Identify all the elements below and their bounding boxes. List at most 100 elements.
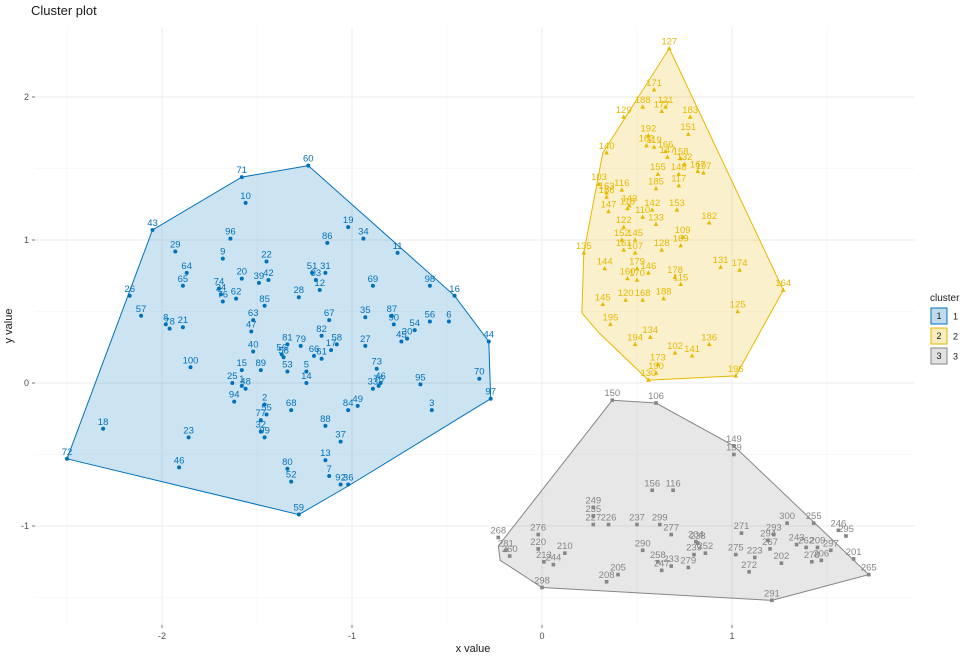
cluster-1-point-label: 62 — [231, 287, 242, 298]
cluster-2-point-label: 183 — [682, 105, 698, 116]
cluster-2-point-label: 186 — [599, 185, 615, 196]
cluster-1-point — [262, 435, 267, 440]
cluster-1-point — [427, 283, 432, 288]
cluster-1-point-label: 89 — [256, 358, 267, 369]
cluster-1-point-label: 46 — [375, 371, 386, 382]
cluster-1-point-label: 11 — [393, 241, 403, 252]
cluster-2-point — [632, 341, 638, 347]
cluster-3-point — [496, 535, 501, 540]
cluster-1-point — [188, 365, 193, 370]
cluster-1-point — [378, 381, 383, 385]
cluster-2-point — [737, 267, 742, 272]
cluster-3-point-label: 246 — [830, 518, 846, 529]
cluster-1-point — [220, 256, 225, 261]
cluster-1-point — [323, 423, 328, 428]
cluster-2-point-label: 109 — [675, 225, 691, 236]
cluster-1-point-label: 100 — [183, 355, 199, 366]
cluster-2-point — [602, 266, 607, 271]
cluster-2-point-label: 125 — [730, 300, 746, 311]
cluster-1-point — [243, 200, 248, 205]
cluster-1-point — [239, 368, 244, 373]
cluster-2-point — [781, 287, 786, 292]
cluster-1-point — [180, 283, 185, 288]
cluster-1-point-label: 55 — [261, 402, 272, 413]
cluster-3-point-label: 139 — [726, 443, 742, 454]
cluster-3-point-label: 206 — [813, 548, 829, 559]
cluster-1-hull — [66, 165, 492, 516]
cluster-2-point-label: 135 — [576, 241, 592, 252]
cluster-1-point-label: 43 — [147, 218, 158, 229]
cluster-1-point-label: 85 — [259, 294, 270, 305]
cluster-1-point-label: 66 — [309, 344, 320, 355]
cluster-3-point — [815, 545, 820, 550]
cluster-1-point-label: 68 — [286, 398, 297, 409]
cluster-1-point — [262, 402, 267, 407]
cluster-3-point-label: 294 — [760, 528, 776, 539]
cluster-2-point-label: 162 — [639, 134, 655, 145]
cluster-1-point — [346, 408, 351, 413]
cluster-1-point — [217, 286, 221, 291]
cluster-2-point-label: 133 — [648, 212, 664, 223]
cluster-1-point — [256, 280, 261, 285]
cluster-1-point — [127, 293, 132, 298]
cluster-2-point — [646, 270, 651, 275]
cluster-2-point — [663, 148, 668, 154]
cluster-1-point-label: 69 — [368, 274, 379, 285]
cluster-3-point — [604, 579, 609, 584]
cluster-2-point-label: 147 — [601, 199, 617, 210]
cluster-1-point-label: 14 — [301, 371, 312, 382]
cluster-1-point — [234, 296, 239, 301]
cluster-1-point-label: 5 — [304, 360, 309, 371]
cluster-3-point — [591, 514, 596, 518]
cluster-1-point — [228, 236, 233, 241]
cluster-2-point — [718, 264, 723, 269]
cluster-2-point-label: 169 — [673, 234, 689, 245]
cluster-1-point — [251, 349, 256, 354]
cluster-2-point — [653, 370, 659, 375]
cluster-2-point-label: 145 — [595, 292, 611, 303]
cluster-1-point-label: 84 — [343, 398, 354, 409]
cluster-1-point-label: 88 — [320, 414, 331, 425]
cluster-2-point — [581, 250, 587, 255]
legend: cluster 1 1 2 2 3 3 — [930, 293, 960, 365]
cluster-1-point-label: 48 — [240, 377, 251, 388]
cluster-1-point-label: 36 — [343, 473, 354, 484]
x-tick-label: 0 — [539, 631, 544, 641]
cluster-3-point — [650, 488, 654, 493]
cluster-1-point — [399, 339, 404, 344]
cluster-2-point-label: 116 — [614, 178, 629, 189]
cluster-2-point — [606, 208, 611, 214]
cluster-3-point-label: 243 — [789, 533, 805, 544]
cluster-2-point-label: 192 — [640, 124, 656, 135]
x-axis-title: x value — [456, 643, 491, 655]
cluster-3-point-label: 281 — [498, 538, 514, 549]
cluster-2-point — [689, 353, 695, 358]
cluster-1-point-label: 45 — [396, 330, 407, 341]
cluster-1-point — [370, 386, 375, 391]
cluster-2-point — [653, 221, 659, 226]
cluster-1-point-label: 22 — [261, 249, 272, 260]
cluster-2-point-label: 110 — [635, 205, 650, 216]
cluster-2-point — [596, 181, 602, 186]
cluster-2-point-label: 140 — [599, 141, 615, 152]
cluster-1-point — [327, 318, 332, 323]
cluster-2-point — [644, 143, 649, 148]
cluster-1-point-label: 79 — [295, 334, 306, 345]
cluster-1-point — [251, 318, 256, 323]
cluster-1-point — [258, 418, 263, 423]
cluster-3-point-label: 298 — [534, 575, 550, 586]
cluster-1-point-label: 58 — [278, 345, 289, 356]
cluster-3-point-label: 278 — [804, 550, 820, 561]
cluster-2-point-label: 103 — [591, 172, 607, 183]
cluster-1-point — [167, 326, 172, 331]
cluster-3-point-label: 293 — [766, 523, 782, 534]
cluster-3-point-label: 279 — [680, 555, 696, 566]
cluster-2-point — [686, 131, 691, 136]
cluster-3-point — [753, 555, 757, 560]
cluster-1-point-label: 2 — [262, 392, 267, 403]
cluster-1-point-label: 60 — [303, 154, 314, 165]
cluster-2-point — [663, 104, 668, 109]
cluster-3-point-label: 297 — [823, 538, 839, 549]
cluster-3-point — [658, 522, 662, 527]
cluster-1-point-label: 39 — [254, 271, 265, 282]
